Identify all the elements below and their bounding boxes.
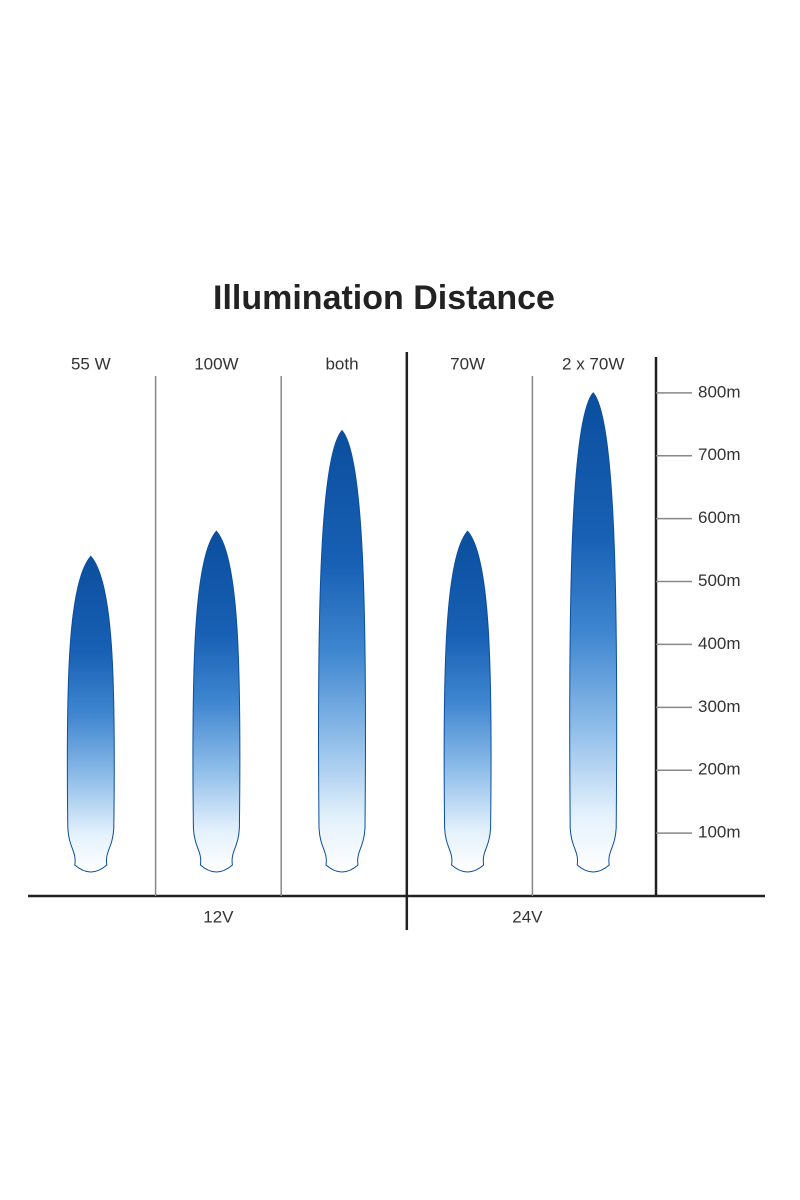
y-tick-label: 300m	[698, 697, 741, 716]
chart-title: Illumination Distance	[213, 279, 555, 317]
y-tick-label: 500m	[698, 571, 741, 590]
y-tick-label: 600m	[698, 508, 741, 527]
column-label: both	[325, 354, 358, 373]
y-tick-label: 800m	[698, 382, 741, 401]
flame	[443, 530, 492, 873]
y-tick-label: 400m	[698, 634, 741, 653]
flame	[66, 555, 115, 873]
y-tick-label: 200m	[698, 760, 741, 779]
y-tick-label: 700m	[698, 445, 741, 464]
column-label: 2 x 70W	[562, 354, 624, 373]
column-label: 70W	[450, 354, 485, 373]
flame	[192, 530, 241, 873]
group-label: 12V	[203, 907, 234, 926]
column-label: 100W	[194, 354, 238, 373]
flame	[317, 429, 367, 873]
flame	[569, 392, 618, 873]
column-label: 55 W	[71, 354, 111, 373]
group-label: 24V	[512, 907, 543, 926]
y-tick-label: 100m	[698, 823, 741, 842]
